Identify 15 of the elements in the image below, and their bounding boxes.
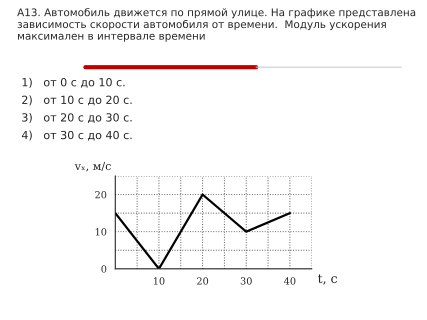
text: 2) от 10 с до 20 с. bbox=[22, 95, 132, 106]
line-series bbox=[115, 193, 291, 269]
text: 4) от 30 с до 40 с. bbox=[22, 130, 132, 141]
y-tick-label: 20 bbox=[95, 191, 106, 198]
text: 3) от 20 с до 30 с. bbox=[22, 113, 132, 123]
y-axis-title: vₓ, м/с bbox=[74, 162, 111, 172]
x-tick-label: 10 bbox=[154, 277, 164, 285]
x-axis-title: t, c bbox=[318, 274, 337, 285]
text: 1) от 0 с до 10 с. bbox=[22, 78, 125, 88]
y-tick-label: 10 bbox=[96, 228, 106, 236]
x-tick-label: 30 bbox=[240, 277, 252, 285]
x-tick-label: 40 bbox=[284, 277, 296, 285]
y-tick-label: 0 bbox=[101, 265, 106, 273]
chart-title: А13. Автомобиль движется по прямой улице. На графике представлена зависимость скорости автомобиля от времени. Модуль ускорения максимален в интервале времени bbox=[17, 8, 416, 42]
x-tick-label: 20 bbox=[197, 277, 208, 285]
